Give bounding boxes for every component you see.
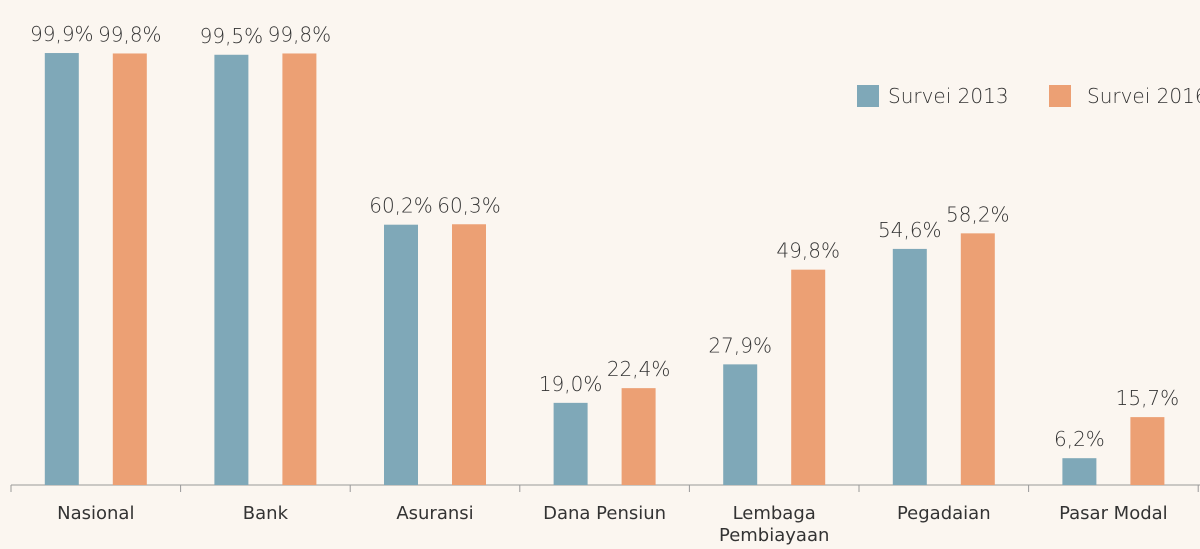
bar bbox=[1062, 458, 1097, 485]
value-label: 60,3% bbox=[437, 193, 501, 217]
x-tick-label: Pegadaian bbox=[896, 503, 991, 524]
bar bbox=[112, 53, 147, 485]
x-tick-label: Pasar Modal bbox=[1059, 503, 1168, 524]
value-label: 58,2% bbox=[946, 202, 1010, 226]
bar bbox=[452, 224, 486, 485]
bar bbox=[384, 224, 418, 486]
value-label: 27,9% bbox=[708, 333, 772, 357]
value-label: 22,4% bbox=[607, 357, 671, 381]
bar bbox=[44, 53, 79, 485]
value-label: 99,5% bbox=[200, 24, 264, 48]
legend-label: Survei 2016 bbox=[1087, 84, 1200, 108]
bar bbox=[214, 54, 249, 486]
value-label: 54,6% bbox=[878, 218, 942, 242]
x-tick-label: Lembaga Pembiayaan bbox=[718, 503, 830, 546]
value-label: 99,8% bbox=[268, 22, 332, 46]
bar bbox=[1130, 417, 1165, 485]
value-label: 15,7% bbox=[1116, 386, 1180, 410]
x-tick-label: Nasional bbox=[57, 503, 135, 524]
value-label: 49,8% bbox=[776, 239, 840, 263]
bar bbox=[553, 402, 588, 485]
value-label: 60,2% bbox=[369, 194, 433, 218]
bar bbox=[723, 364, 758, 485]
value-label: 19,0% bbox=[539, 372, 603, 396]
legend-swatch bbox=[857, 85, 879, 107]
bar bbox=[892, 248, 927, 485]
legend-label: Survei 2013 bbox=[888, 84, 1009, 108]
x-tick-label: Asuransi bbox=[396, 503, 474, 524]
bar bbox=[621, 388, 656, 485]
value-label: 99,9% bbox=[30, 22, 94, 46]
value-label: 99,8% bbox=[98, 22, 162, 46]
bar bbox=[960, 233, 995, 485]
legend-swatch bbox=[1049, 85, 1071, 107]
x-tick-label: Bank bbox=[242, 503, 288, 524]
x-tick-label: Dana Pensiun bbox=[543, 503, 667, 524]
bar bbox=[791, 269, 826, 485]
bar bbox=[282, 53, 317, 485]
value-label: 6,2% bbox=[1054, 427, 1105, 451]
